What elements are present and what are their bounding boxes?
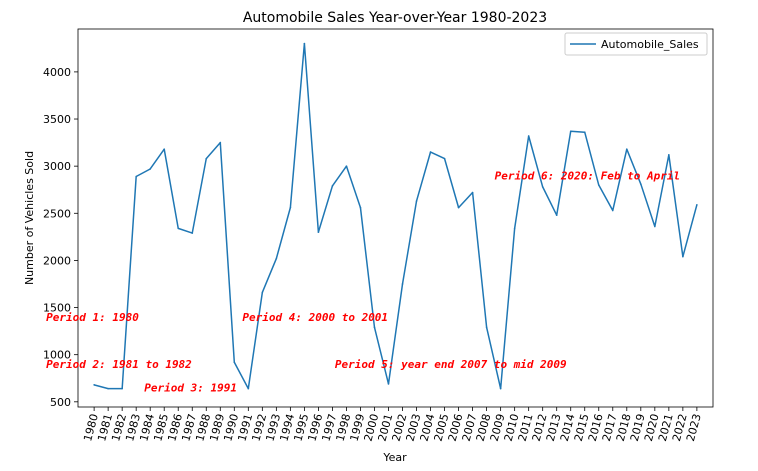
data-point xyxy=(191,232,194,234)
legend-box xyxy=(564,32,708,56)
y-tick-label: 1500 xyxy=(43,302,71,315)
data-point xyxy=(373,326,376,329)
data-point xyxy=(401,283,404,285)
plot-frame xyxy=(77,28,714,408)
x-axis-label: Year xyxy=(382,451,407,464)
data-point xyxy=(387,383,390,385)
data-point xyxy=(261,291,264,294)
data-point xyxy=(317,231,320,233)
y-tick-label: 3000 xyxy=(43,160,71,173)
data-point xyxy=(205,157,208,160)
data-point xyxy=(331,185,334,187)
y-tick-label: 2500 xyxy=(43,207,71,220)
data-point xyxy=(527,135,530,137)
data-point xyxy=(654,225,656,228)
data-point xyxy=(625,148,628,150)
data-point xyxy=(611,209,614,212)
data-point xyxy=(93,384,95,386)
data-point xyxy=(513,227,516,230)
legend-label: Automobile_Sales xyxy=(601,38,699,51)
data-point xyxy=(233,361,236,364)
data-point xyxy=(107,387,109,390)
annotation: Period 5: year end 2007 to mid 2009 xyxy=(335,358,567,371)
data-point xyxy=(275,257,278,260)
data-point xyxy=(485,326,488,329)
annotation: Period 1: 1980 xyxy=(46,311,139,324)
data-point xyxy=(415,200,418,202)
y-tick-label: 3500 xyxy=(43,113,71,126)
data-point xyxy=(583,131,586,134)
data-point xyxy=(499,387,502,390)
data-point xyxy=(597,184,600,186)
data-point xyxy=(359,206,362,209)
y-tick-label: 500 xyxy=(50,396,71,409)
annotation: Period 2: 1981 to 1982 xyxy=(46,358,192,371)
data-point xyxy=(247,387,250,390)
data-point xyxy=(219,141,222,144)
data-point xyxy=(149,168,151,170)
y-tick-label: 2000 xyxy=(43,254,71,267)
data-point xyxy=(457,206,460,209)
data-point xyxy=(163,148,166,150)
data-point xyxy=(471,191,474,194)
y-tick-label: 1000 xyxy=(43,349,71,362)
data-point xyxy=(555,214,558,216)
y-tick-label: 4000 xyxy=(43,66,71,79)
data-point xyxy=(668,154,670,156)
data-point xyxy=(682,255,684,258)
data-point xyxy=(443,157,446,160)
legend: Automobile_Sales xyxy=(564,32,708,56)
plot-area: 5001000150020002500300035004000198019811… xyxy=(43,28,714,443)
data-point xyxy=(640,183,642,185)
data-point xyxy=(696,204,698,206)
data-point xyxy=(121,387,123,390)
data-point xyxy=(569,130,572,133)
y-axis-label: Number of Vehicles Sold xyxy=(23,151,36,285)
data-point xyxy=(345,165,348,167)
data-point xyxy=(177,227,180,230)
annotation: Period 6: 2020: Feb to April xyxy=(495,170,680,183)
data-point xyxy=(541,186,544,188)
data-point xyxy=(429,151,432,153)
data-point xyxy=(135,175,137,178)
data-point xyxy=(289,206,292,209)
annotation: Period 3: 1991 xyxy=(144,382,237,395)
series-line xyxy=(93,42,698,390)
annotation: Period 4: 2000 to 2001 xyxy=(242,311,388,324)
data-point xyxy=(303,42,306,45)
chart-title: Automobile Sales Year-over-Year 1980-202… xyxy=(243,10,547,26)
